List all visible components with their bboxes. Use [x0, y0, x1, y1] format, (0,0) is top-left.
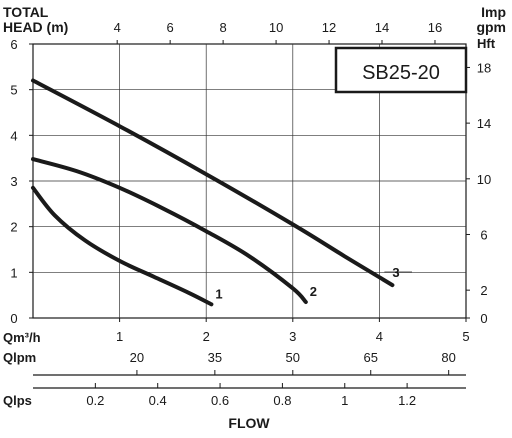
- curve-1: [31, 185, 214, 307]
- qlps-tick-label: 0.6: [211, 393, 229, 408]
- qm3h-tick-label: 2: [203, 329, 210, 344]
- qlps-axis-label: Qlps: [3, 393, 32, 408]
- qlps-tick-label: 0.2: [86, 393, 104, 408]
- left-tick-label: 4: [10, 128, 17, 143]
- right-axis-unit: Hft: [477, 36, 496, 51]
- left-tick-label: 6: [10, 37, 17, 52]
- right-tick-label: 10: [477, 172, 491, 187]
- top-tick-label: 10: [269, 20, 283, 35]
- qm3h-tick-label: 5: [462, 329, 469, 344]
- qm3h-tick-label: 1: [116, 329, 123, 344]
- qlps-tick-label: 0.8: [273, 393, 291, 408]
- left-tick-label: 0: [10, 311, 17, 326]
- top-tick-label: 16: [428, 20, 442, 35]
- right-tick-label: 18: [477, 60, 491, 75]
- x-axis-title: FLOW: [228, 415, 270, 431]
- model-label-box: [334, 46, 468, 94]
- right-tick-label: 14: [477, 116, 491, 131]
- qm3h-tick-label: 4: [376, 329, 383, 344]
- qlpm-axis-label: Qlpm: [3, 350, 36, 365]
- right-tick-label: 2: [480, 283, 487, 298]
- right-tick-label: 0: [480, 311, 487, 326]
- qlpm-tick-label: 50: [286, 350, 300, 365]
- qlpm-tick-label: 20: [130, 350, 144, 365]
- qlpm-tick-label: 80: [441, 350, 455, 365]
- curve-2: [31, 157, 308, 304]
- curve-label-1: 1: [215, 286, 222, 301]
- qlps-tick-label: 0.4: [149, 393, 167, 408]
- curves: [31, 78, 395, 307]
- top-tick-label: 14: [375, 20, 389, 35]
- top-tick-label: 4: [114, 20, 121, 35]
- top-right-unit-line2: gpm: [476, 19, 506, 35]
- left-tick-label: 1: [10, 265, 17, 280]
- axis-ticks: [29, 40, 470, 388]
- model-label: SB25-20: [362, 62, 440, 84]
- qm3h-tick-label: 3: [289, 329, 296, 344]
- left-tick-label: 3: [10, 174, 17, 189]
- curve-3: [31, 78, 395, 288]
- qm3h-axis-label: Qm³/h: [3, 330, 41, 345]
- top-tick-label: 12: [322, 20, 336, 35]
- qlps-tick-label: 1.2: [398, 393, 416, 408]
- qlps-tick-label: 1: [341, 393, 348, 408]
- qlpm-tick-label: 65: [363, 350, 377, 365]
- qlpm-tick-label: 35: [208, 350, 222, 365]
- top-right-unit-line1: Imp: [481, 4, 506, 20]
- left-tick-label: 2: [10, 220, 17, 235]
- left-tick-label: 5: [10, 83, 17, 98]
- right-tick-label: 6: [480, 227, 487, 242]
- top-tick-label: 8: [219, 20, 226, 35]
- curve-label-2: 2: [310, 284, 317, 299]
- curve-label-3: 3: [392, 265, 399, 280]
- top-tick-label: 6: [167, 20, 174, 35]
- top-axis-title-line2: HEAD (m): [3, 19, 68, 35]
- curve-labels: 1 2 3: [215, 265, 412, 301]
- top-axis-title-line1: TOTAL: [3, 4, 49, 20]
